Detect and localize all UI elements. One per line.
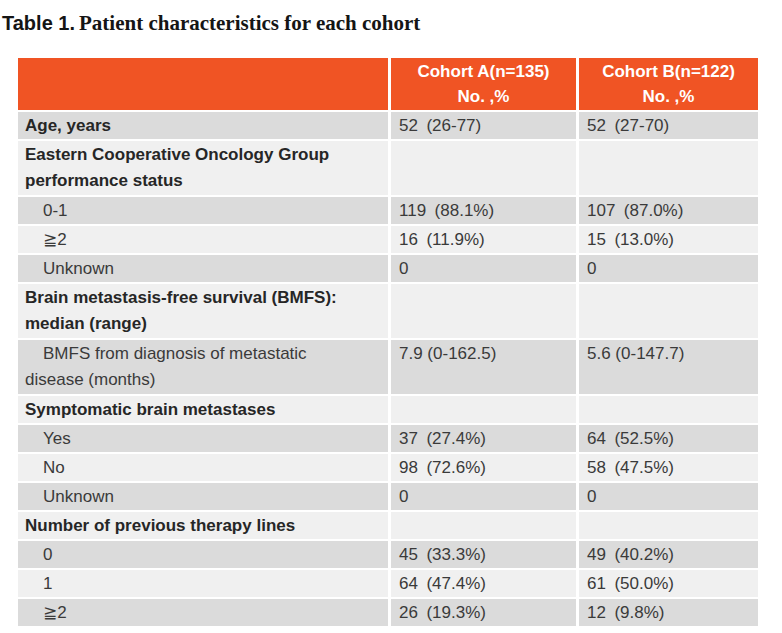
header-cohort-b: Cohort B(n=122) No. ,% <box>579 58 758 112</box>
table-row-age: Age, years 52 (26-77) 52 (27-70) <box>18 112 758 141</box>
table-row-therapy-0: 0 45 (33.3%) 49 (40.2%) <box>18 541 758 570</box>
row-label: Eastern Cooperative Oncology Group perfo… <box>18 141 391 197</box>
cohort-a-value: 45 (33.3%) <box>391 541 579 570</box>
row-label: Unknown <box>18 483 391 512</box>
cohort-a-value <box>391 284 579 340</box>
cohort-a-value <box>391 396 579 425</box>
cohort-b-value <box>579 284 758 340</box>
cohort-a-value: 16 (11.9%) <box>391 226 579 255</box>
cohort-a-unit-label: No. ,% <box>391 84 576 109</box>
row-label: Brain metastasis-free survival (BMFS): m… <box>18 284 391 340</box>
table-row-symptomatic-yes: Yes 37 (27.4%) 64 (52.5%) <box>18 425 758 454</box>
table-row-therapy-lines-header: Number of previous therapy lines <box>18 512 758 541</box>
table-row-symptomatic-unknown: Unknown 0 0 <box>18 483 758 512</box>
cohort-a-value <box>391 512 579 541</box>
cohort-b-value: 49 (40.2%) <box>579 541 758 570</box>
patient-characteristics-table: Cohort A(n=135) No. ,% Cohort B(n=122) N… <box>18 58 758 628</box>
page: Table 1.Patient characteristics for each… <box>0 0 782 633</box>
cohort-b-value: 61 (50.0%) <box>579 570 758 599</box>
table-row-bmfs-header: Brain metastasis-free survival (BMFS): m… <box>18 284 758 340</box>
cohort-a-value: 119 (88.1%) <box>391 197 579 226</box>
header-empty-cell <box>18 58 391 112</box>
cohort-b-value: 5.6 (0-147.7) <box>579 340 758 396</box>
cohort-b-value: 64 (52.5%) <box>579 425 758 454</box>
cohort-b-value <box>579 396 758 425</box>
cohort-a-value: 0 <box>391 255 579 284</box>
cohort-a-value: 37 (27.4%) <box>391 425 579 454</box>
row-label: ≧2 <box>18 599 391 628</box>
table-title: Table 1.Patient characteristics for each… <box>2 11 420 36</box>
row-label: Unknown <box>18 255 391 284</box>
cohort-b-value: 107 (87.0%) <box>579 197 758 226</box>
table-title-text: Patient characteristics for each cohort <box>79 11 420 35</box>
cohort-b-unit-label: No. ,% <box>579 84 758 109</box>
cohort-b-label: Cohort B(n=122) <box>579 59 758 84</box>
table-row-symptomatic-no: No 98 (72.6%) 58 (47.5%) <box>18 454 758 483</box>
table-row-bmfs-diagnosis: BMFS from diagnosis of metastatic diseas… <box>18 340 758 396</box>
cohort-b-value <box>579 512 758 541</box>
row-label: Yes <box>18 425 391 454</box>
table-row-ecog-unknown: Unknown 0 0 <box>18 255 758 284</box>
cohort-b-value: 0 <box>579 255 758 284</box>
row-label: BMFS from diagnosis of metastatic diseas… <box>18 340 391 396</box>
header-cohort-a: Cohort A(n=135) No. ,% <box>391 58 579 112</box>
cohort-a-value <box>391 141 579 197</box>
table-row-ecog-0-1: 0-1 119 (88.1%) 107 (87.0%) <box>18 197 758 226</box>
table-row-ecog-ge2: ≧2 16 (11.9%) 15 (13.0%) <box>18 226 758 255</box>
cohort-a-value: 0 <box>391 483 579 512</box>
table-row-ecog-header: Eastern Cooperative Oncology Group perfo… <box>18 141 758 197</box>
row-label: No <box>18 454 391 483</box>
header-row: Cohort A(n=135) No. ,% Cohort B(n=122) N… <box>18 58 758 112</box>
row-label: Number of previous therapy lines <box>18 512 391 541</box>
cohort-a-value: 98 (72.6%) <box>391 454 579 483</box>
cohort-b-value: 0 <box>579 483 758 512</box>
row-label: 1 <box>18 570 391 599</box>
row-label: 0 <box>18 541 391 570</box>
cohort-a-label: Cohort A(n=135) <box>391 59 576 84</box>
cohort-b-value: 58 (47.5%) <box>579 454 758 483</box>
row-label: Age, years <box>18 112 391 141</box>
cohort-a-value: 26 (19.3%) <box>391 599 579 628</box>
cohort-b-value: 12 (9.8%) <box>579 599 758 628</box>
row-label: 0-1 <box>18 197 391 226</box>
cohort-a-value: 7.9 (0-162.5) <box>391 340 579 396</box>
cohort-b-value <box>579 141 758 197</box>
table-row-symptomatic-header: Symptomatic brain metastases <box>18 396 758 425</box>
cohort-a-value: 52 (26-77) <box>391 112 579 141</box>
cohort-b-value: 52 (27-70) <box>579 112 758 141</box>
row-label: Symptomatic brain metastases <box>18 396 391 425</box>
row-label: ≧2 <box>18 226 391 255</box>
cohort-b-value: 15 (13.0%) <box>579 226 758 255</box>
table-row-therapy-1: 1 64 (47.4%) 61 (50.0%) <box>18 570 758 599</box>
table-row-therapy-ge2: ≧2 26 (19.3%) 12 (9.8%) <box>18 599 758 628</box>
table-title-prefix: Table 1. <box>2 12 75 34</box>
cohort-a-value: 64 (47.4%) <box>391 570 579 599</box>
